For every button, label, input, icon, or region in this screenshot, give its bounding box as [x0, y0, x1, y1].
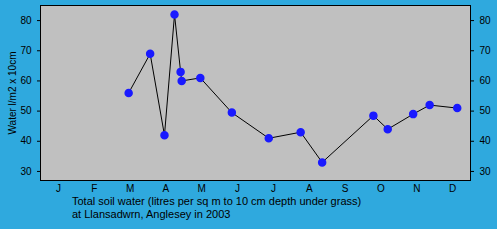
- svg-text:A: A: [306, 183, 313, 194]
- svg-text:60: 60: [480, 75, 492, 86]
- svg-text:J: J: [56, 183, 61, 194]
- svg-text:M: M: [126, 183, 134, 194]
- svg-text:M: M: [198, 183, 206, 194]
- svg-text:50: 50: [480, 105, 492, 116]
- svg-text:80: 80: [480, 15, 492, 26]
- html-text:at Llansadwrn, Anglesey in 200: at Llansadwrn, Anglesey in 2003: [72, 208, 231, 220]
- svg-text:J: J: [235, 183, 240, 194]
- svg-text:S: S: [342, 183, 349, 194]
- svg-text:70: 70: [20, 45, 32, 56]
- svg-text:30: 30: [480, 166, 492, 177]
- svg-text:Water l/m2 x 10cm: Water l/m2 x 10cm: [7, 52, 18, 135]
- svg-text:50: 50: [20, 105, 32, 116]
- svg-text:80: 80: [20, 15, 32, 26]
- svg-text:N: N: [413, 183, 420, 194]
- svg-text:A: A: [163, 183, 170, 194]
- html-text:Total soil water (litres per s: Total soil water (litres per sq m to 10 …: [72, 195, 362, 207]
- svg-text:J: J: [271, 183, 276, 194]
- svg-text:30: 30: [20, 166, 32, 177]
- svg-text:40: 40: [20, 135, 32, 146]
- svg-text:D: D: [449, 183, 456, 194]
- svg-text:60: 60: [20, 75, 32, 86]
- svg-text:O: O: [377, 183, 385, 194]
- svg-text:F: F: [91, 183, 97, 194]
- svg-text:40: 40: [480, 135, 492, 146]
- svg-text:70: 70: [480, 45, 492, 56]
